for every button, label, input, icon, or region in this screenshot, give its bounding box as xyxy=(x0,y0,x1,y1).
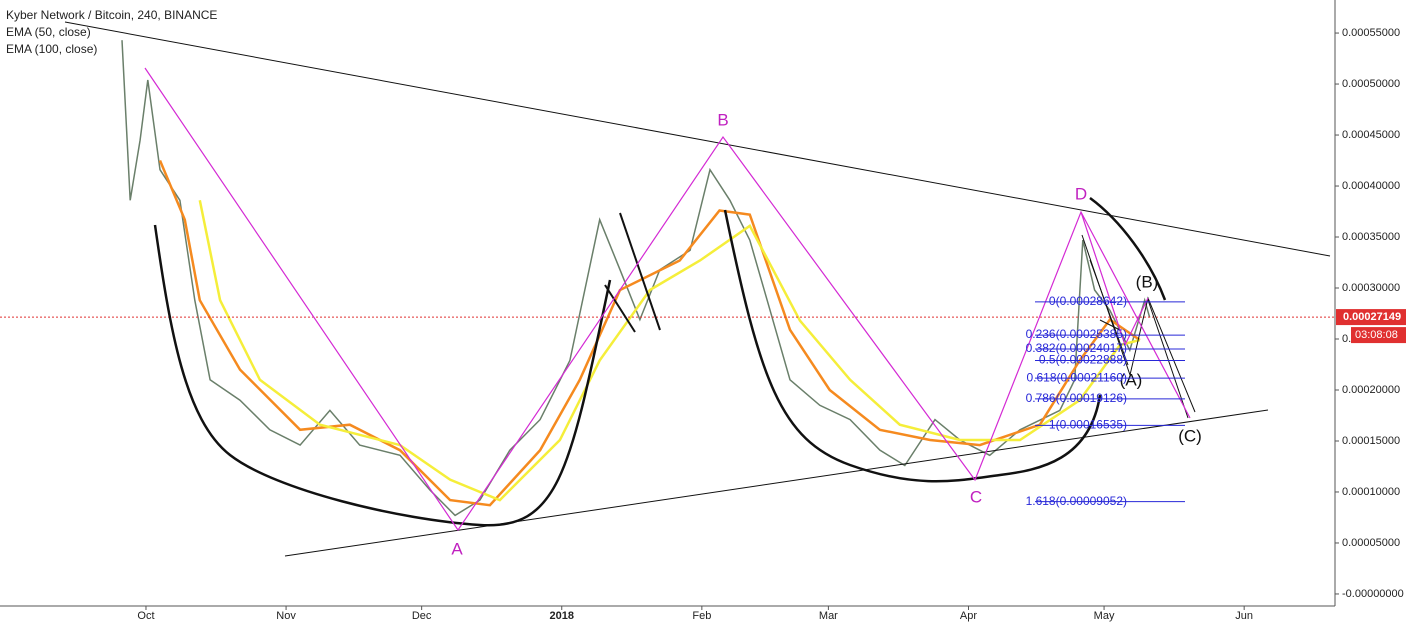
wave-label: (B) xyxy=(1136,272,1159,291)
series-line xyxy=(198,200,1141,502)
fib-label: 0.786(0.00019126) xyxy=(1026,391,1127,405)
x-tick-label: 2018 xyxy=(550,610,574,622)
x-tick-label: Apr xyxy=(960,610,977,622)
last-price-box xyxy=(1336,309,1406,326)
fib-label: 0.618(0.00021160) xyxy=(1026,370,1127,384)
fib-label: 0.382(0.00024017) xyxy=(1026,341,1127,355)
y-tick-label: 0.00030000 xyxy=(1342,282,1400,294)
x-tick-label: Feb xyxy=(692,610,711,622)
drawings xyxy=(64,21,1331,557)
chart-title: Kyber Network / Bitcoin, 240, BINANCE xyxy=(6,8,217,22)
countdown-box xyxy=(1351,327,1406,344)
y-tick-label: 0.00035000 xyxy=(1342,231,1400,243)
x-tick-label: May xyxy=(1094,610,1115,622)
last-price-label: 0.00027149 xyxy=(1343,311,1401,323)
y-tick-label: 0.00045000 xyxy=(1342,129,1400,141)
fib-label: 0(0.00028642) xyxy=(1049,294,1127,308)
y-tick-label: 0.00040000 xyxy=(1342,180,1400,192)
arc xyxy=(1089,196,1167,301)
series-line xyxy=(121,40,1151,517)
y-tick-label: 0.00020000 xyxy=(1342,384,1400,396)
cup-curve xyxy=(153,224,612,527)
y-tick-label: 0.00015000 xyxy=(1342,435,1400,447)
x-tick-label: Jun xyxy=(1235,610,1253,622)
flag-line xyxy=(619,212,661,331)
indicator-label: EMA (50, close) xyxy=(6,25,91,39)
fib-label: 1(0.00016535) xyxy=(1049,418,1127,432)
x-tick-label: Dec xyxy=(412,610,432,622)
pattern-label: D xyxy=(1075,184,1087,203)
y-tick-label: 0.00050000 xyxy=(1342,78,1400,90)
indicator-label: EMA (100, close) xyxy=(6,42,97,56)
fib-label: 1.618(0.00009052) xyxy=(1026,494,1127,508)
pattern-label: B xyxy=(717,110,728,129)
x-tick-label: Oct xyxy=(137,610,154,622)
pattern-label: C xyxy=(970,487,982,506)
trendline xyxy=(64,21,1331,257)
wave-line xyxy=(1089,259,1189,419)
fib-label: 0.5(0.00022888) xyxy=(1039,353,1127,367)
wave-label: (C) xyxy=(1178,426,1202,445)
fib-label: 0.236(0.00025385) xyxy=(1026,327,1127,341)
y-tick-label: -0.00000000 xyxy=(1342,588,1404,600)
x-tick-label: Mar xyxy=(819,610,838,622)
harmonic-pattern xyxy=(144,67,1191,532)
pattern-label: A xyxy=(451,539,463,558)
y-tick-label: 0.00010000 xyxy=(1342,486,1400,498)
trendline xyxy=(284,409,1269,557)
x-tick-label: Nov xyxy=(276,610,296,622)
y-tick-label: 0.00055000 xyxy=(1342,27,1400,39)
y-tick-label: 0.00005000 xyxy=(1342,537,1400,549)
countdown-label: 03:08:08 xyxy=(1355,329,1398,341)
wave-label: (A) xyxy=(1120,370,1143,389)
cup-curve xyxy=(723,209,1102,483)
flag-line xyxy=(604,284,636,333)
